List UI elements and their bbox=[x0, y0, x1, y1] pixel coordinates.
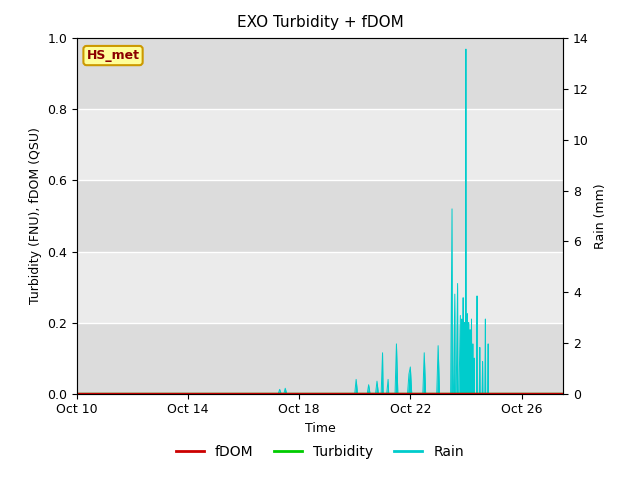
Title: EXO Turbidity + fDOM: EXO Turbidity + fDOM bbox=[237, 15, 403, 30]
Bar bbox=[77, 180, 563, 252]
Y-axis label: Rain (mm): Rain (mm) bbox=[595, 183, 607, 249]
Bar bbox=[77, 323, 563, 394]
Bar bbox=[77, 38, 563, 109]
Y-axis label: Turbidity (FNU), fDOM (QSU): Turbidity (FNU), fDOM (QSU) bbox=[29, 128, 42, 304]
Bar bbox=[77, 109, 563, 180]
X-axis label: Time: Time bbox=[305, 422, 335, 435]
Legend: fDOM, Turbidity, Rain: fDOM, Turbidity, Rain bbox=[171, 440, 469, 465]
Text: HS_met: HS_met bbox=[86, 49, 140, 62]
Bar bbox=[77, 252, 563, 323]
